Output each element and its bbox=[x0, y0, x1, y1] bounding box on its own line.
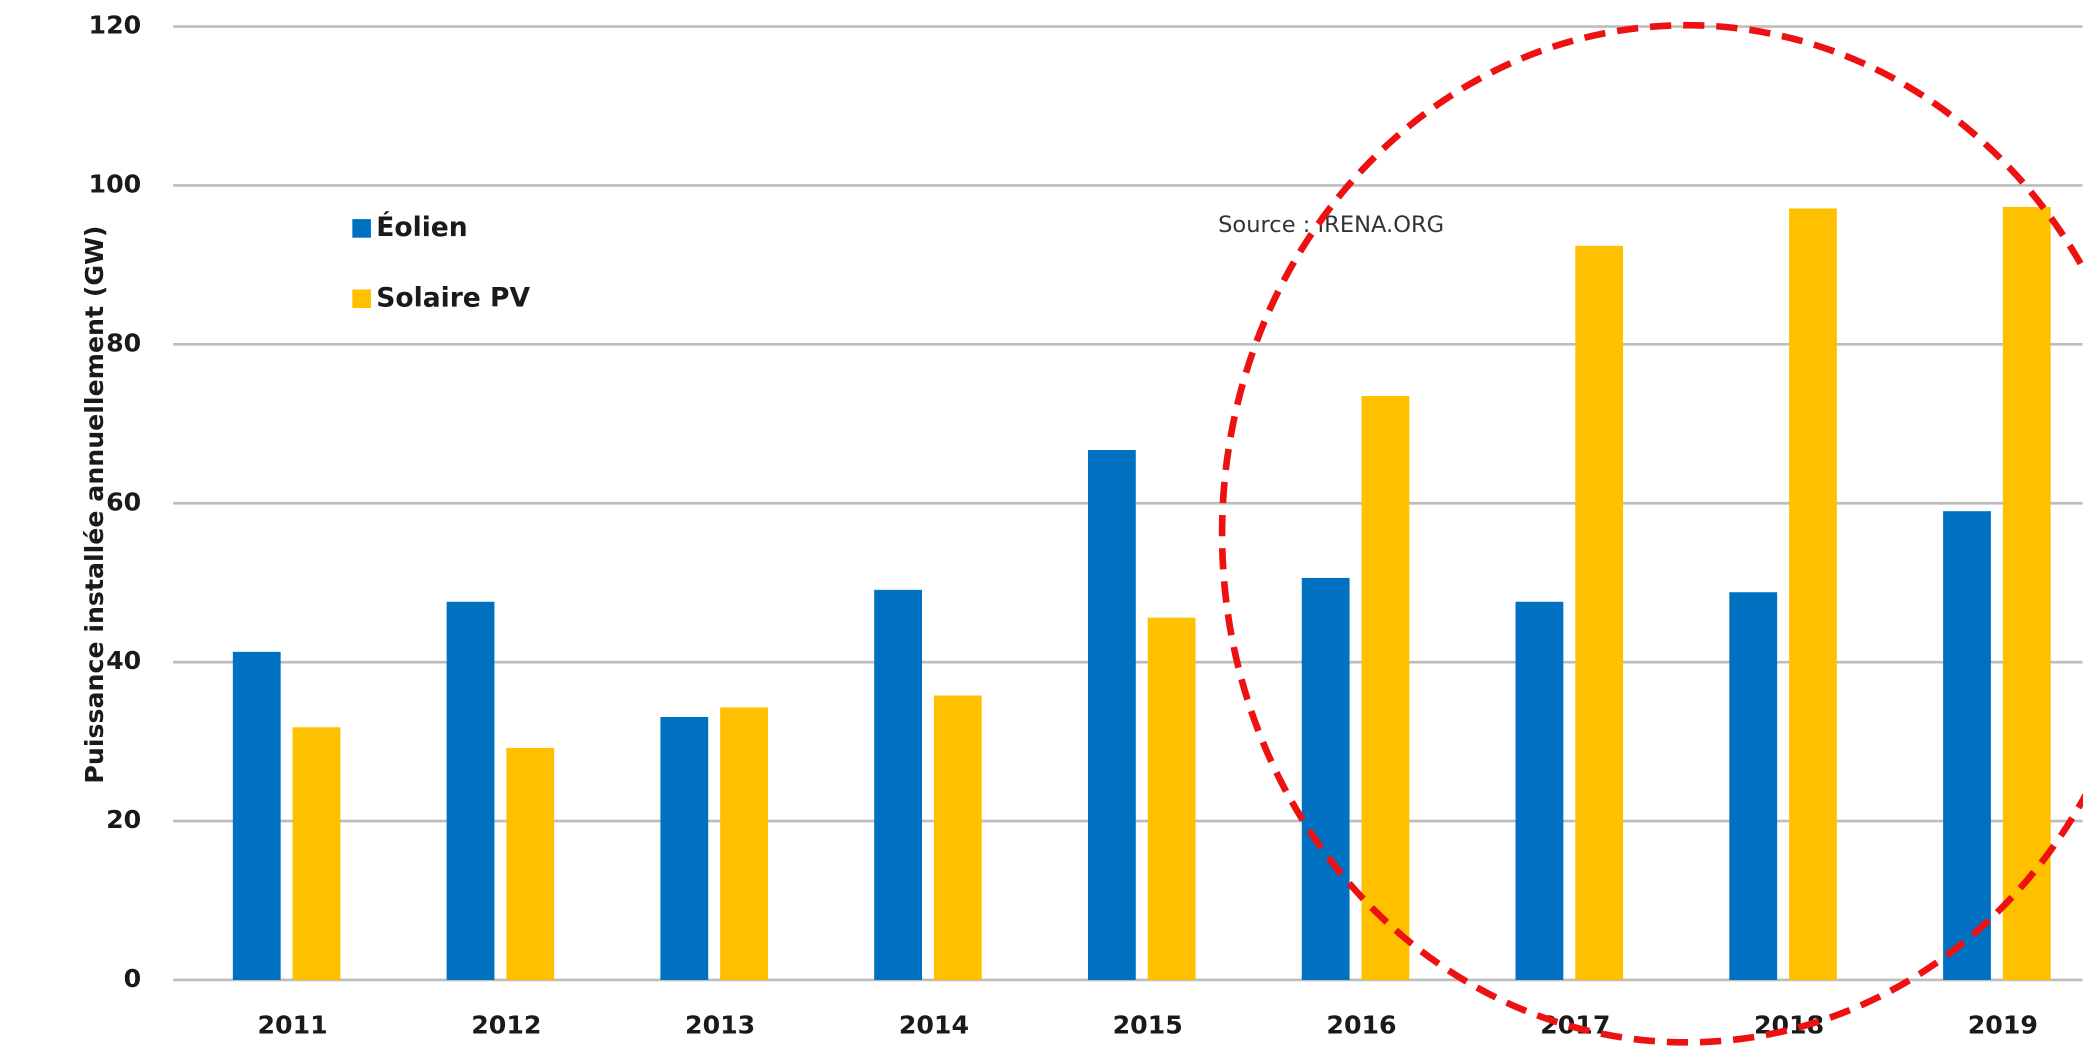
plot: 0 20 40 60 80 100 120 2011 2012 2013 2014 2015 2016 2… bbox=[89, 11, 2083, 1039]
bar bbox=[2002, 206, 2051, 980]
y-tick-label: 60 bbox=[106, 487, 141, 516]
x-tick-label: 2016 bbox=[1326, 1010, 1396, 1039]
bar bbox=[874, 589, 922, 980]
bar bbox=[506, 747, 555, 980]
x-tick-label: 2015 bbox=[1113, 1010, 1183, 1039]
bar bbox=[660, 716, 709, 980]
legend-label: Solaire PV bbox=[376, 282, 530, 313]
y-tick-label: 100 bbox=[89, 169, 142, 198]
x-tick-label: 2011 bbox=[257, 1010, 327, 1039]
bar bbox=[720, 707, 768, 980]
legend-swatch bbox=[352, 219, 371, 238]
y-tick-label: 0 bbox=[124, 964, 142, 993]
bar bbox=[933, 695, 982, 980]
bar bbox=[232, 651, 281, 980]
bar bbox=[1087, 450, 1136, 980]
legend-swatch bbox=[352, 289, 371, 309]
bar bbox=[1789, 208, 1837, 980]
y-tick-label: 120 bbox=[89, 11, 142, 40]
bar bbox=[1943, 511, 1991, 980]
annotation: Source : IRENA.ORG bbox=[1218, 212, 1444, 238]
bar bbox=[1515, 601, 1564, 980]
x-tick-label: 2019 bbox=[1968, 1010, 2038, 1039]
bar bbox=[1301, 577, 1350, 980]
x-tick-label: 2014 bbox=[899, 1010, 969, 1039]
y-tick-label: 20 bbox=[106, 805, 141, 834]
highlight-circle bbox=[1218, 22, 2083, 1046]
x-tick-label: 2013 bbox=[685, 1010, 755, 1039]
bar bbox=[1361, 395, 1410, 980]
legend-label: Éolien bbox=[376, 211, 467, 243]
y-tick-label: 80 bbox=[106, 328, 141, 357]
bar bbox=[1729, 592, 1778, 980]
bar bbox=[446, 601, 495, 980]
bar bbox=[1147, 617, 1196, 980]
bar bbox=[292, 727, 341, 980]
y-axis-label: Puissance installée annuellement (GW) bbox=[80, 226, 109, 784]
bar bbox=[1575, 245, 1624, 980]
y-tick-label: 40 bbox=[106, 646, 141, 675]
x-tick-label: 2012 bbox=[471, 1010, 541, 1039]
